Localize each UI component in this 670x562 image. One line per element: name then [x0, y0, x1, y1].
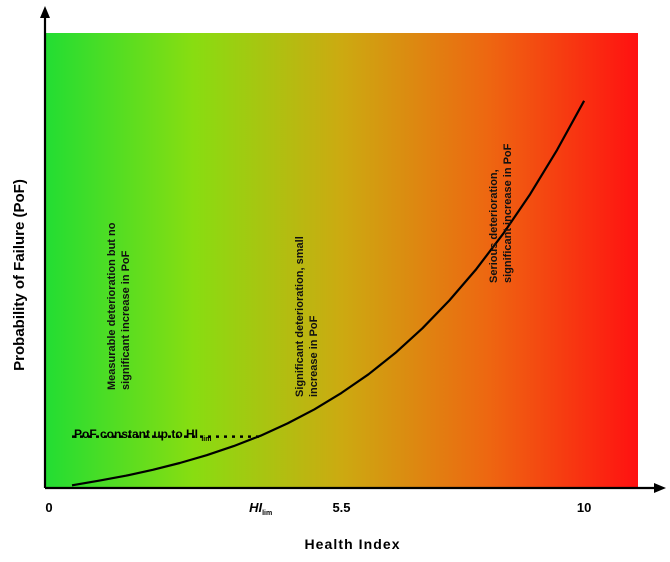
x-tick-label: 10 — [577, 500, 591, 515]
x-tick-label: 5.5 — [332, 500, 350, 515]
pof-curve — [71, 100, 586, 487]
annotation-zone-significant: Significant deterioration, small increas… — [294, 233, 320, 397]
x-tick-label-main: HI — [249, 500, 262, 515]
y-axis-title: Probability of Failure (PoF) — [11, 179, 28, 371]
y-axis-arrow — [40, 6, 50, 18]
annotation-zone-significant-line-1: Significant deterioration, small — [294, 236, 306, 397]
annotation-pof-constant-text: PoF constant up to HI — [74, 427, 198, 441]
x-tick-label: HIlim — [249, 500, 272, 517]
annotation-zone-measurable: Measurable deterioration but no signific… — [106, 219, 132, 390]
annotation-zone-serious-line-1: Serious deterioration, — [488, 169, 500, 283]
annotation-zone-significant-line-2: increase in PoF — [308, 315, 320, 397]
annotation-zone-measurable-line-1: Measurable deterioration but no — [106, 222, 118, 390]
annotation-pof-constant-subscript: lim — [201, 436, 211, 443]
x-tick-label: 0 — [45, 500, 52, 515]
x-axis-title: Health Index — [305, 536, 400, 552]
series-layer — [71, 100, 586, 487]
annotation-zone-measurable-line-2: significant increase in PoF — [120, 250, 132, 390]
x-tick-label-subscript: lim — [262, 510, 272, 517]
annotation-zone-serious-line-2: significant increase in PoF — [502, 143, 514, 283]
x-axis-arrow — [654, 483, 666, 493]
plot-background — [45, 33, 638, 488]
annotation-zone-serious: Serious deterioration, significant incre… — [488, 143, 514, 283]
x-tick-labels: 0 HIlim 5.5 10 — [45, 500, 591, 517]
annotation-pof-constant: PoF constant up to HI lim — [74, 427, 211, 443]
